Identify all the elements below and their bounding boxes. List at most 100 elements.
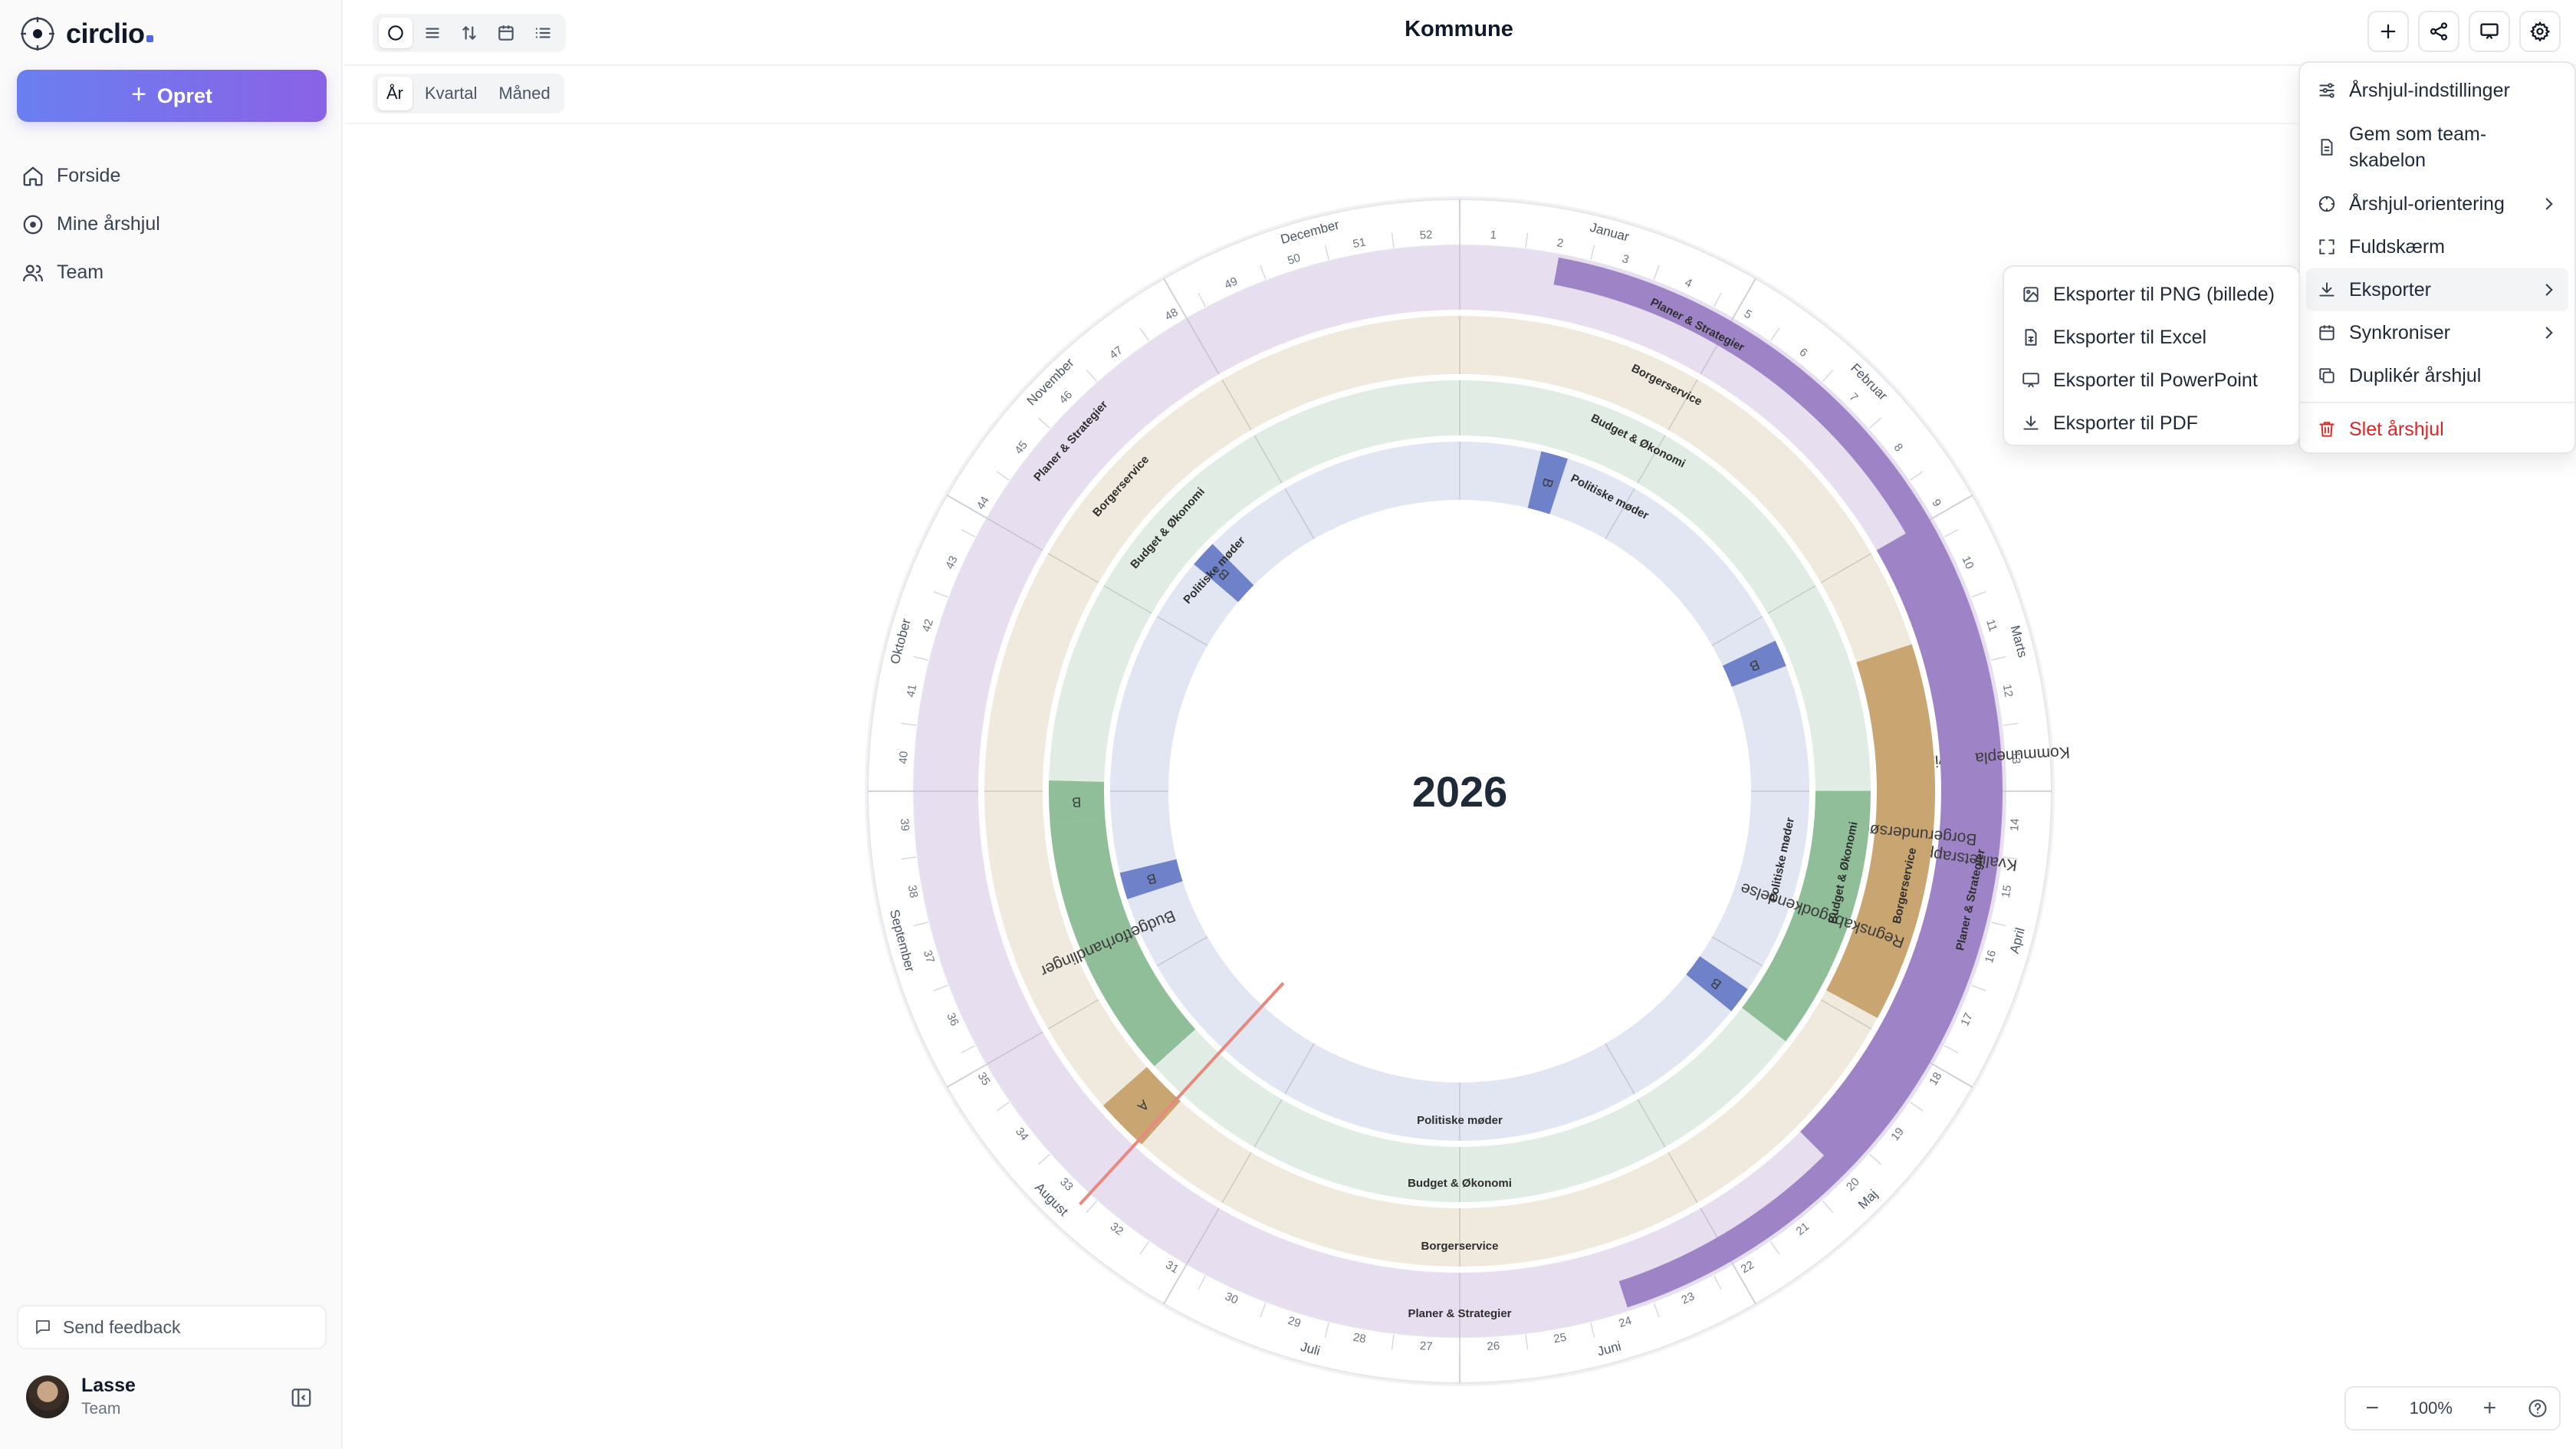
sidebar: circlio + Opret Forside Mine årshjul Tea… <box>0 0 343 1449</box>
sidebar-item-forside[interactable]: Forside <box>18 152 325 200</box>
week-tick <box>1822 370 1834 383</box>
plus-icon <box>2380 24 2396 39</box>
menu-item-delete[interactable]: Slet årshjul <box>2306 408 2568 451</box>
week-number: 30 <box>1223 1290 1240 1306</box>
menu-item-orientation[interactable]: Årshjul-orientering <box>2306 182 2568 225</box>
share-button[interactable] <box>2418 11 2459 52</box>
week-tick <box>1086 1200 1098 1213</box>
zoom-controls: − 100% + <box>2344 1386 2561 1431</box>
month-gridline <box>1156 936 1208 967</box>
logo[interactable]: circlio <box>20 14 153 54</box>
agenda-view-button[interactable] <box>526 18 560 48</box>
month-gridline <box>1103 585 1152 614</box>
create-button[interactable]: + Opret <box>17 70 327 122</box>
menu-item-fullscreen[interactable]: Fuldskærm <box>2306 225 2568 268</box>
avatar <box>26 1375 69 1418</box>
menu-item-sync[interactable]: Synkroniser <box>2306 311 2568 354</box>
page-title: Kommune <box>1405 17 1513 41</box>
add-button[interactable] <box>2367 11 2409 52</box>
send-feedback-button[interactable]: Send feedback <box>17 1305 327 1349</box>
month-gridline <box>1186 1208 1220 1264</box>
week-tick <box>1868 1153 1881 1165</box>
menu-item-label: Eksporter <box>2349 278 2431 301</box>
month-divider <box>1163 278 1188 320</box>
week-tick <box>1590 1322 1595 1338</box>
calendar-icon <box>498 25 514 41</box>
wheel-year: 2026 <box>1412 767 1508 816</box>
top-actions <box>2367 11 2561 52</box>
event-arc[interactable] <box>1102 1066 1181 1145</box>
menu-item-label: Gem som team-skabelon <box>2349 123 2487 171</box>
week-tick <box>1714 1275 1722 1290</box>
present-button[interactable] <box>2469 11 2510 52</box>
event-arc[interactable] <box>1527 451 1568 514</box>
week-tick <box>1260 1303 1267 1318</box>
month-gridline <box>1047 999 1099 1030</box>
calendar-view-button[interactable] <box>489 18 523 48</box>
menu-item-wheel-settings[interactable]: Årshjul-indstillinger <box>2306 69 2568 112</box>
menu-item-export[interactable]: Eksporter <box>2306 268 2568 311</box>
sidebar-item-mine-arshjul[interactable]: Mine årshjul <box>18 200 325 248</box>
settings-button[interactable] <box>2519 11 2561 52</box>
week-number: 24 <box>1617 1314 1633 1330</box>
week-tick <box>1653 1303 1660 1318</box>
sidebar-item-team[interactable]: Team <box>18 248 325 297</box>
tab-quarter[interactable]: Kvartal <box>425 84 478 103</box>
week-number: 38 <box>905 884 921 899</box>
export-excel-item[interactable]: Eksporter til Excel <box>2010 316 2292 359</box>
sort-view-button[interactable] <box>452 18 486 48</box>
week-number: 48 <box>1163 306 1181 324</box>
fullscreen-icon <box>2319 239 2334 255</box>
view-toggle-group <box>373 14 566 52</box>
month-gridline <box>1284 488 1315 540</box>
zoom-out-button[interactable]: − <box>2365 1395 2379 1421</box>
event-arc[interactable] <box>1722 640 1786 687</box>
week-number: 42 <box>920 617 936 633</box>
period-tabs: År Kvartal Måned <box>373 74 564 113</box>
export-powerpoint-item[interactable]: Eksporter til PowerPoint <box>2010 359 2292 402</box>
event-arc[interactable] <box>1050 819 1196 1066</box>
tab-month[interactable]: Måned <box>498 84 550 103</box>
sidebar-item-label: Team <box>57 261 104 283</box>
week-number: 13 <box>2009 751 2022 764</box>
collapse-sidebar-icon[interactable] <box>290 1386 313 1409</box>
menu-item-duplicate[interactable]: Duplikér årshjul <box>2306 354 2568 397</box>
circle-view-button[interactable] <box>379 18 412 48</box>
share-icon <box>2430 22 2448 41</box>
menu-item-label: Slet årshjul <box>2349 418 2444 440</box>
event-label: B <box>1539 477 1556 490</box>
zoom-in-button[interactable]: + <box>2482 1395 2497 1421</box>
week-tick <box>913 922 928 927</box>
week-tick <box>1391 232 1395 248</box>
event-arc[interactable] <box>1119 859 1183 899</box>
week-tick <box>1139 1241 1150 1255</box>
event-label: B <box>1145 870 1158 888</box>
month-gridline <box>1668 379 1698 431</box>
month-divider <box>946 495 989 520</box>
menu-item-save-template[interactable]: Gem som team-skabelon <box>2306 112 2568 182</box>
event-arc[interactable] <box>1742 791 1871 1042</box>
tab-year[interactable]: År <box>377 77 412 110</box>
help-icon[interactable] <box>2527 1398 2548 1419</box>
week-tick <box>933 591 948 598</box>
month-divider <box>1163 1262 1188 1305</box>
month-gridline <box>987 1031 1043 1065</box>
week-number: 1 <box>1490 228 1497 242</box>
month-gridline <box>1711 616 1763 646</box>
week-number: 51 <box>1352 236 1366 251</box>
event-arc[interactable] <box>1826 644 1935 1018</box>
zoom-level: 100% <box>2409 1398 2453 1418</box>
year-wheel[interactable]: Kommuneplan-revisionKvalitetsrapporterBo… <box>846 178 2073 1405</box>
event-arc[interactable] <box>1686 956 1748 1011</box>
presentation-icon <box>2480 23 2499 40</box>
list-view-button[interactable] <box>416 18 449 48</box>
week-number: 25 <box>1552 1331 1567 1346</box>
export-png-item[interactable]: Eksporter til PNG (billede) <box>2010 273 2292 316</box>
month-divider <box>1731 1262 1756 1305</box>
event-arc[interactable] <box>1194 544 1254 603</box>
user-profile[interactable]: Lasse Team <box>26 1375 136 1418</box>
event-arc[interactable] <box>1800 533 1976 1157</box>
event-arc[interactable] <box>1049 780 1106 824</box>
trash-icon <box>2319 422 2334 437</box>
export-pdf-item[interactable]: Eksporter til PDF <box>2010 402 2292 445</box>
